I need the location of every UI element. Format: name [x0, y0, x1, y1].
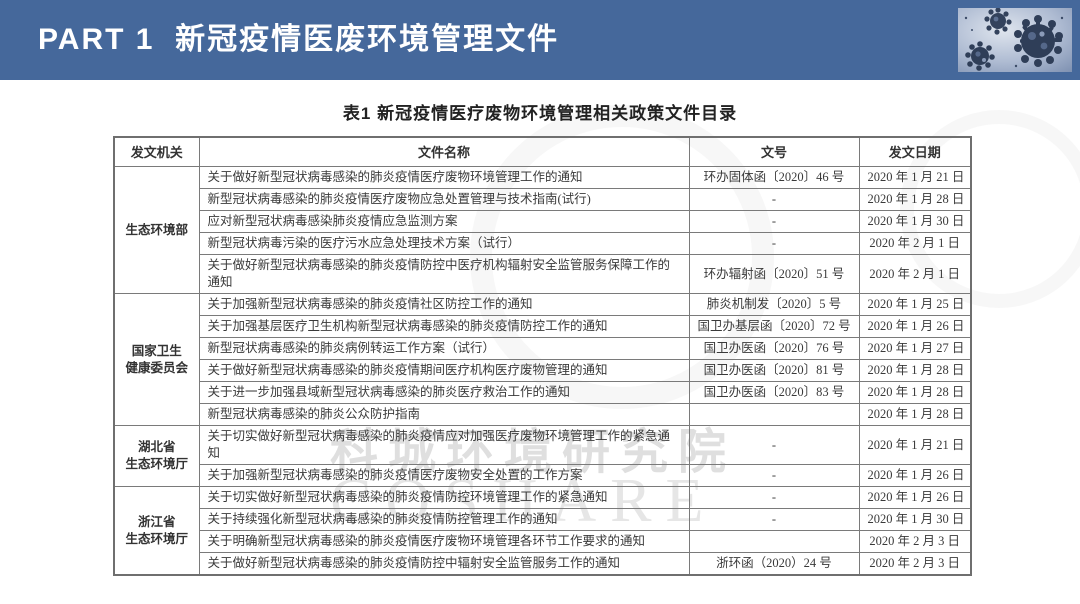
table-row: 新型冠状病毒感染的肺炎疫情医疗废物应急处置管理与技术指南(试行) -2020 年 …	[114, 188, 972, 211]
table-row: 国家卫生 健康委员会 关于加强新型冠状病毒感染的肺炎疫情社区防控工作的通知 肺炎机制…	[113, 293, 972, 426]
docno-cell: 国卫办医函〔2020〕76 号	[688, 337, 860, 360]
date-cell: 2020 年 1 月 25 日	[858, 293, 972, 316]
date-cell: 2020 年 2 月 3 日	[858, 552, 972, 576]
agency-cell: 湖北省 生态环境厅	[113, 425, 200, 487]
docno-cell: -	[688, 486, 860, 509]
date-cell: 2020 年 1 月 28 日	[858, 381, 972, 404]
table-row: 新型冠状病毒感染的肺炎病例转运工作方案（试行） 国卫办医函〔2020〕76 号 20…	[114, 337, 972, 360]
name-cell: 关于切实做好新型冠状病毒感染的肺炎疫情防控环境管理工作的紧急通知	[198, 486, 690, 509]
docno-cell: 浙环函（2020）24 号	[688, 552, 860, 576]
agency-cell: 国家卫生 健康委员会	[113, 293, 200, 426]
name-cell: 应对新型冠状病毒感染肺炎疫情应急监测方案	[198, 210, 690, 233]
coronavirus-image	[958, 8, 1072, 72]
date-cell: 2020 年 1 月 28 日	[858, 359, 972, 382]
table-row: 关于加强基层医疗卫生机构新型冠状病毒感染的肺炎疫情防控工作的通知 国卫办基层函〔2…	[114, 315, 972, 338]
docno-cell: 环办辐射函〔2020〕51 号	[688, 254, 860, 294]
docno-cell: -	[688, 232, 860, 255]
table-row: 生态环境部 关于做好新型冠状病毒感染的肺炎疫情医疗废物环境管理工作的通知 环办固体函…	[113, 166, 972, 294]
table-header-row: 发文机关 文件名称 文号 发文日期	[113, 136, 972, 167]
name-cell: 关于加强新型冠状病毒感染的肺炎疫情医疗废物安全处置的工作方案	[198, 464, 690, 487]
docno-cell: 国卫办医函〔2020〕83 号	[688, 381, 860, 404]
docno-cell: -	[688, 425, 860, 465]
name-cell: 新型冠状病毒感染的肺炎疫情医疗废物应急处置管理与技术指南(试行)	[198, 188, 690, 211]
table-row: 新型冠状病毒污染的医疗污水应急处理技术方案（试行） -2020 年 2 月 1 日	[114, 232, 972, 255]
date-cell: 2020 年 1 月 26 日	[858, 486, 972, 509]
name-cell: 关于切实做好新型冠状病毒感染的肺炎疫情应对加强医疗废物环境管理工作的紧急通知	[198, 425, 690, 465]
date-cell: 2020 年 1 月 21 日	[858, 425, 972, 465]
docno-cell	[688, 403, 860, 426]
docno-cell: 国卫办基层函〔2020〕72 号	[688, 315, 860, 338]
table-row: 关于做好新型冠状病毒感染的肺炎疫情防控中辐射安全监管服务工作的通知 浙环函（202…	[114, 552, 972, 576]
table-row: 关于加强新型冠状病毒感染的肺炎疫情医疗废物安全处置的工作方案 -2020 年 1 …	[114, 464, 972, 487]
name-cell: 关于加强基层医疗卫生机构新型冠状病毒感染的肺炎疫情防控工作的通知	[198, 315, 690, 338]
policy-table: 发文机关 文件名称 文号 发文日期 生态环境部 关于做好新型冠状病毒感染的肺炎疫情…	[113, 136, 972, 576]
table-row: 关于持续强化新型冠状病毒感染的肺炎疫情防控管理工作的通知 -2020 年 1 月 …	[114, 508, 972, 531]
date-cell: 2020 年 1 月 26 日	[858, 315, 972, 338]
name-cell: 新型冠状病毒感染的肺炎病例转运工作方案（试行）	[198, 337, 690, 360]
date-cell: 2020 年 1 月 30 日	[858, 210, 972, 233]
docno-cell: 肺炎机制发〔2020〕5 号	[688, 293, 860, 316]
docno-cell	[688, 530, 860, 553]
docno-cell: -	[688, 210, 860, 233]
name-cell: 新型冠状病毒感染的肺炎公众防护指南	[198, 403, 690, 426]
docno-cell: 国卫办医函〔2020〕81 号	[688, 359, 860, 382]
name-cell: 关于进一步加强县域新型冠状病毒感染的肺炎医疗救治工作的通知	[198, 381, 690, 404]
column-header-agency: 发文机关	[113, 136, 200, 167]
table-row: 关于明确新型冠状病毒感染的肺炎疫情医疗废物环境管理各环节工作要求的通知 2020 …	[114, 530, 972, 553]
name-cell: 关于加强新型冠状病毒感染的肺炎疫情社区防控工作的通知	[198, 293, 690, 316]
date-cell: 2020 年 2 月 3 日	[858, 530, 972, 553]
table-caption: 表1 新冠疫情医疗废物环境管理相关政策文件目录	[342, 104, 738, 123]
name-cell: 新型冠状病毒污染的医疗污水应急处理技术方案（试行）	[198, 232, 690, 255]
name-cell: 关于做好新型冠状病毒感染的肺炎疫情医疗废物环境管理工作的通知	[198, 166, 690, 189]
table-row: 湖北省 生态环境厅 关于切实做好新型冠状病毒感染的肺炎疫情应对加强医疗废物环境管理…	[113, 425, 972, 487]
slide-title: PART 1 新冠疫情医废环境管理文件	[38, 23, 560, 56]
name-cell: 关于做好新型冠状病毒感染的肺炎疫情防控中医疗机构辐射安全监管服务保障工作的通知	[198, 254, 690, 294]
date-cell: 2020 年 2 月 1 日	[858, 254, 972, 294]
column-header-docno: 文号	[688, 136, 860, 167]
table-row: 关于进一步加强县域新型冠状病毒感染的肺炎医疗救治工作的通知 国卫办医函〔2020〕…	[114, 381, 972, 404]
docno-cell: -	[688, 508, 860, 531]
date-cell: 2020 年 1 月 21 日	[858, 166, 972, 189]
name-cell: 关于持续强化新型冠状病毒感染的肺炎疫情防控管理工作的通知	[198, 508, 690, 531]
date-cell: 2020 年 2 月 1 日	[858, 232, 972, 255]
date-cell: 2020 年 1 月 27 日	[858, 337, 972, 360]
docno-cell: -	[688, 464, 860, 487]
name-cell: 关于做好新型冠状病毒感染的肺炎疫情期间医疗机构医疗废物管理的通知	[198, 359, 690, 382]
date-cell: 2020 年 1 月 30 日	[858, 508, 972, 531]
column-header-name: 文件名称	[198, 136, 690, 167]
column-header-date: 发文日期	[858, 136, 972, 167]
date-cell: 2020 年 1 月 26 日	[858, 464, 972, 487]
agency-cell: 生态环境部	[113, 166, 200, 294]
policy-table-body: 生态环境部 关于做好新型冠状病毒感染的肺炎疫情医疗废物环境管理工作的通知 环办固体函…	[113, 166, 972, 576]
date-cell: 2020 年 1 月 28 日	[858, 403, 972, 426]
table-row: 浙江省 生态环境厅 关于切实做好新型冠状病毒感染的肺炎疫情防控环境管理工作的紧急通…	[113, 486, 972, 576]
table-row: 关于做好新型冠状病毒感染的肺炎疫情防控中医疗机构辐射安全监管服务保障工作的通知环…	[114, 254, 972, 294]
table-row: 关于做好新型冠状病毒感染的肺炎疫情期间医疗机构医疗废物管理的通知 国卫办医函〔20…	[114, 359, 972, 382]
table-row: 新型冠状病毒感染的肺炎公众防护指南 2020 年 1 月 28 日	[114, 403, 972, 426]
docno-cell: 环办固体函〔2020〕46 号	[688, 166, 860, 189]
name-cell: 关于做好新型冠状病毒感染的肺炎疫情防控中辐射安全监管服务工作的通知	[198, 552, 690, 576]
docno-cell: -	[688, 188, 860, 211]
table-row: 应对新型冠状病毒感染肺炎疫情应急监测方案 -2020 年 1 月 30 日	[114, 210, 972, 233]
date-cell: 2020 年 1 月 28 日	[858, 188, 972, 211]
banner-bar: PART 1 新冠疫情医废环境管理文件	[0, 0, 1080, 80]
name-cell: 关于明确新型冠状病毒感染的肺炎疫情医疗废物环境管理各环节工作要求的通知	[198, 530, 690, 553]
agency-cell: 浙江省 生态环境厅	[113, 486, 200, 576]
